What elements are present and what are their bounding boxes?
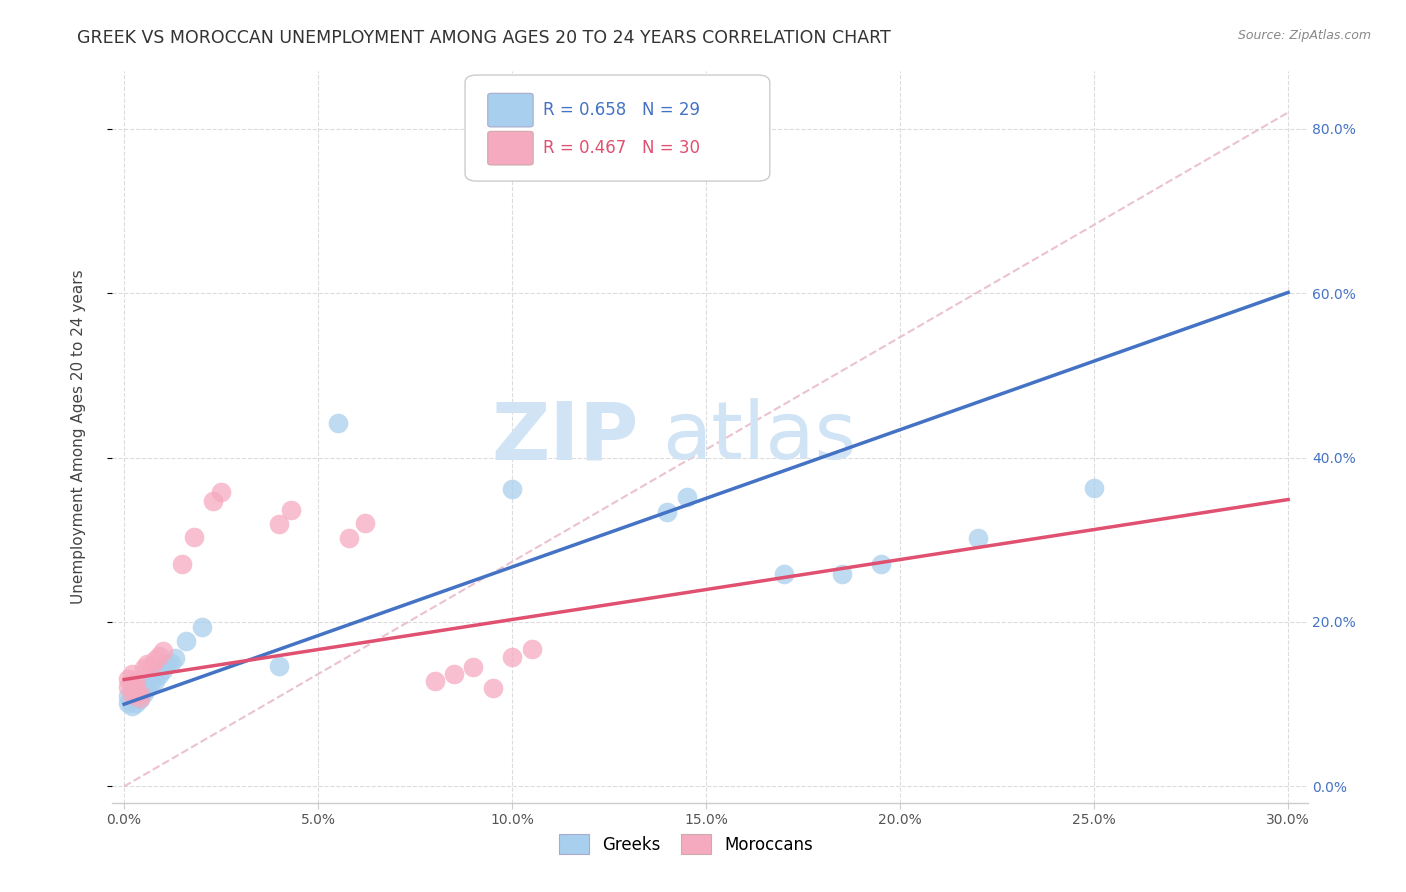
Point	[966, 531, 988, 545]
Point	[121, 678, 143, 692]
Point	[772, 566, 794, 581]
Point	[156, 657, 179, 672]
Point	[423, 673, 446, 688]
Text: Source: ZipAtlas.com: Source: ZipAtlas.com	[1237, 29, 1371, 43]
Point	[132, 661, 155, 675]
Point	[481, 681, 503, 696]
FancyBboxPatch shape	[488, 131, 533, 165]
Point	[280, 503, 302, 517]
Point	[128, 690, 150, 705]
FancyBboxPatch shape	[465, 75, 770, 181]
Point	[117, 696, 139, 710]
Point	[143, 673, 166, 688]
Point	[136, 657, 159, 671]
Y-axis label: Unemployment Among Ages 20 to 24 years: Unemployment Among Ages 20 to 24 years	[72, 269, 86, 605]
Point	[152, 643, 174, 657]
Point	[501, 482, 523, 496]
Point	[337, 531, 360, 545]
Point	[353, 516, 375, 531]
Point	[443, 666, 465, 681]
Point	[869, 557, 891, 571]
Text: atlas: atlas	[662, 398, 856, 476]
Point	[183, 530, 205, 544]
Point	[657, 505, 679, 519]
Point	[675, 490, 697, 504]
Point	[143, 653, 166, 667]
Point	[136, 681, 159, 695]
Point	[132, 686, 155, 700]
Point	[326, 416, 349, 430]
Point	[125, 685, 148, 699]
Point	[128, 691, 150, 706]
Point	[117, 680, 139, 694]
Point	[125, 673, 148, 688]
Point	[125, 696, 148, 710]
Point	[141, 675, 163, 690]
Point	[125, 681, 148, 695]
Point	[152, 663, 174, 677]
FancyBboxPatch shape	[488, 94, 533, 127]
Text: R = 0.658   N = 29: R = 0.658 N = 29	[543, 101, 700, 120]
Point	[190, 620, 212, 634]
Point	[121, 688, 143, 702]
Point	[269, 658, 291, 673]
Point	[141, 660, 163, 674]
Point	[121, 686, 143, 700]
Point	[159, 656, 181, 670]
Point	[121, 667, 143, 681]
Point	[121, 698, 143, 713]
Point	[463, 659, 485, 673]
Point	[117, 690, 139, 704]
Point	[148, 648, 170, 663]
Point	[128, 687, 150, 701]
Point	[172, 557, 194, 571]
Text: R = 0.467   N = 30: R = 0.467 N = 30	[543, 139, 700, 157]
Point	[269, 516, 291, 531]
Text: ZIP: ZIP	[491, 398, 638, 476]
Legend: Greeks, Moroccans: Greeks, Moroccans	[553, 828, 820, 860]
Point	[209, 485, 232, 500]
Point	[831, 566, 853, 581]
Text: GREEK VS MOROCCAN UNEMPLOYMENT AMONG AGES 20 TO 24 YEARS CORRELATION CHART: GREEK VS MOROCCAN UNEMPLOYMENT AMONG AGE…	[77, 29, 891, 47]
Point	[125, 689, 148, 703]
Point	[148, 668, 170, 682]
Point	[163, 650, 186, 665]
Point	[1083, 482, 1105, 496]
Point	[501, 649, 523, 664]
Point	[174, 634, 197, 648]
Point	[520, 642, 543, 657]
Point	[202, 494, 225, 508]
Point	[117, 672, 139, 686]
Point	[128, 685, 150, 699]
